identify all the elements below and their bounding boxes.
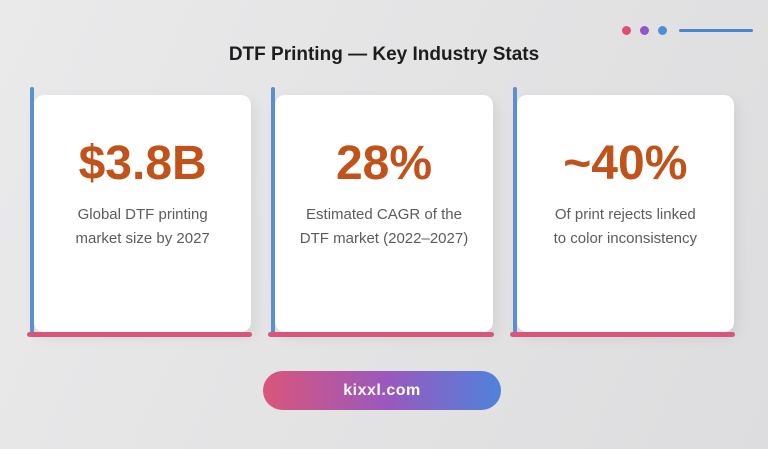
card-accent-bottom — [509, 332, 735, 337]
stat-label-line1: Estimated CAGR of the — [306, 206, 462, 224]
stat-label: Global DTF printing market size by 2027 — [46, 203, 239, 250]
stat-value: $3.8B — [78, 137, 207, 190]
card-accent-left — [512, 87, 517, 337]
stat-label: Of print rejects linked to color inconsi… — [529, 203, 722, 250]
stat-label-line2: to color inconsistency — [553, 229, 698, 247]
stat-label-line1: Of print rejects linked — [554, 206, 696, 224]
stat-label-line2: DTF market (2022–2027) — [299, 229, 469, 247]
header-decoration — [613, 26, 753, 35]
card-accent-left — [30, 87, 34, 337]
card-accent-left — [271, 87, 276, 337]
decor-line — [679, 29, 753, 32]
stat-value: ~40% — [563, 137, 688, 190]
website-link-button[interactable]: kixxl.com — [263, 371, 501, 410]
stat-card-print-rejects: ~40% Of print rejects linked to color in… — [509, 87, 735, 337]
stat-value: 28% — [335, 137, 433, 190]
purple-dot-icon — [640, 26, 649, 35]
pink-dot-icon — [622, 26, 631, 35]
stat-label-line1: Global DTF printing — [77, 206, 208, 224]
stat-card-market-size: $3.8B Global DTF printing market size by… — [27, 87, 253, 337]
card-accent-bottom — [27, 332, 253, 337]
stat-label-line2: market size by 2027 — [75, 229, 210, 247]
blue-dot-icon — [658, 26, 667, 35]
stat-label: Estimated CAGR of the DTF market (2022–2… — [287, 203, 480, 250]
page-title: DTF Printing — Key Industry Stats — [228, 44, 540, 65]
stat-card-cagr: 28% Estimated CAGR of the DTF market (20… — [268, 87, 494, 337]
card-accent-bottom — [268, 332, 494, 337]
stats-card-row: $3.8B Global DTF printing market size by… — [27, 87, 735, 337]
